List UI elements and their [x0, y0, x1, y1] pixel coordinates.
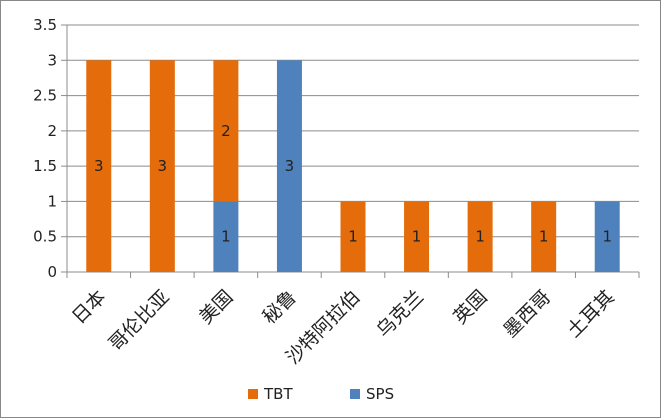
- data-label: 1: [348, 228, 358, 246]
- y-tick-label: 2.5: [33, 87, 57, 105]
- data-label: 1: [539, 228, 549, 246]
- y-tick-label: 0.5: [33, 228, 57, 246]
- legend-label-tbt: TBT: [263, 385, 293, 403]
- bar-tbt: [467, 201, 493, 272]
- data-label: 1: [412, 228, 422, 246]
- y-tick-label: 2: [47, 122, 57, 140]
- x-category-label: 墨西哥: [499, 286, 555, 342]
- bar-tbt: [404, 201, 430, 272]
- x-category-label: 乌克兰: [372, 286, 428, 342]
- y-tick-label: 3: [47, 51, 57, 69]
- x-category-label: 美国: [195, 286, 237, 328]
- y-tick-label: 0: [47, 263, 57, 281]
- data-label: 3: [158, 157, 168, 175]
- legend-swatch-tbt: [248, 389, 258, 399]
- y-tick-label: 1.5: [33, 157, 57, 175]
- x-category-label: 哥伦比亚: [105, 286, 174, 355]
- bars: [86, 60, 620, 273]
- bar-tbt: [213, 60, 239, 202]
- data-label: 3: [94, 157, 104, 175]
- y-tick-label: 1: [47, 192, 57, 210]
- legend-swatch-sps: [350, 389, 360, 399]
- bar-sps: [276, 60, 302, 273]
- data-label: 1: [221, 228, 231, 246]
- data-labels: 3 3 1 2 3 1 1 1 1 1: [94, 122, 612, 246]
- x-category-label: 土耳其: [563, 286, 619, 342]
- legend: TBT SPS: [248, 385, 394, 403]
- data-label: 2: [221, 122, 231, 140]
- bar-tbt: [86, 60, 112, 273]
- y-axis-tick-labels: 0 0.5 1 1.5 2 2.5 3 3.5: [33, 16, 57, 281]
- bar-tbt: [340, 201, 366, 272]
- bar-sps: [213, 201, 239, 272]
- legend-label-sps: SPS: [366, 385, 394, 403]
- x-category-label: 英国: [449, 286, 491, 328]
- y-tick-label: 3.5: [33, 16, 57, 34]
- x-category-label: 日本: [68, 286, 110, 328]
- data-label: 1: [602, 228, 612, 246]
- bar-tbt: [531, 201, 557, 272]
- bar-tbt: [149, 60, 175, 273]
- bar-sps: [594, 201, 620, 272]
- data-label: 1: [475, 228, 485, 246]
- x-category-label: 秘鲁: [259, 286, 301, 328]
- data-label: 3: [285, 157, 295, 175]
